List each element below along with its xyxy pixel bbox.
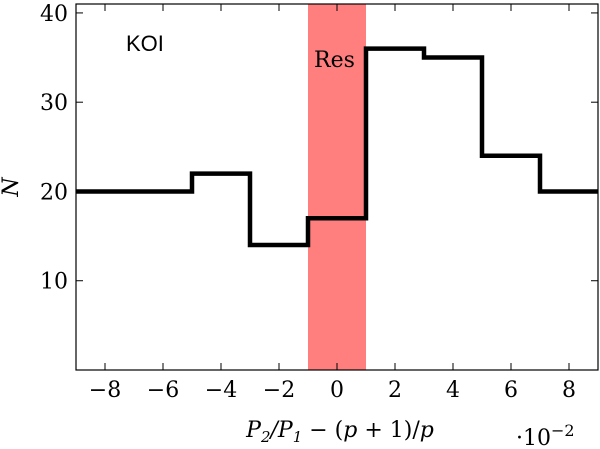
x-label-minus: − ( bbox=[302, 418, 343, 443]
resonance-label: Res bbox=[314, 48, 355, 73]
histogram-step-line bbox=[76, 46, 598, 248]
x-label-sub2: 2 bbox=[260, 428, 271, 446]
y-axis-ticks: 10 20 30 40 bbox=[40, 2, 598, 295]
x-tick-label: −8 bbox=[89, 378, 121, 403]
y-tick-label: 30 bbox=[40, 91, 68, 116]
y-tick-label: 40 bbox=[40, 2, 68, 27]
x-axis-label: P2/P1 − (p + 1)/p bbox=[245, 418, 434, 446]
x-label-p2: P bbox=[245, 418, 262, 443]
x-label-slash-p1: /P bbox=[268, 418, 293, 443]
plot-frame bbox=[75, 3, 599, 371]
x-tick-label: 0 bbox=[330, 378, 344, 403]
y-tick-label: 20 bbox=[40, 180, 68, 205]
x-label-p-denominator: p bbox=[420, 418, 434, 443]
x-tick-label: −6 bbox=[147, 378, 179, 403]
x-tick-label: 4 bbox=[446, 378, 460, 403]
y-tick-label: 10 bbox=[40, 270, 68, 295]
x-tick-label: 2 bbox=[388, 378, 402, 403]
x-label-plus-one: + 1)/ bbox=[357, 418, 420, 443]
x-tick-label: 8 bbox=[562, 378, 576, 403]
y-axis-label: N bbox=[0, 177, 24, 198]
x-tick-label: −4 bbox=[205, 378, 237, 403]
dataset-label: KOI bbox=[126, 31, 164, 56]
x-axis-ticks: −8 −6 −4 −2 0 2 4 6 8 bbox=[89, 4, 576, 403]
x-tick-label: −2 bbox=[263, 378, 295, 403]
x-label-p: p bbox=[343, 418, 357, 443]
x-tick-label: 6 bbox=[504, 378, 518, 403]
x-label-sub1: 1 bbox=[293, 428, 303, 446]
x-scale-note: ·10−2 bbox=[516, 421, 575, 449]
resonance-band bbox=[308, 4, 366, 370]
